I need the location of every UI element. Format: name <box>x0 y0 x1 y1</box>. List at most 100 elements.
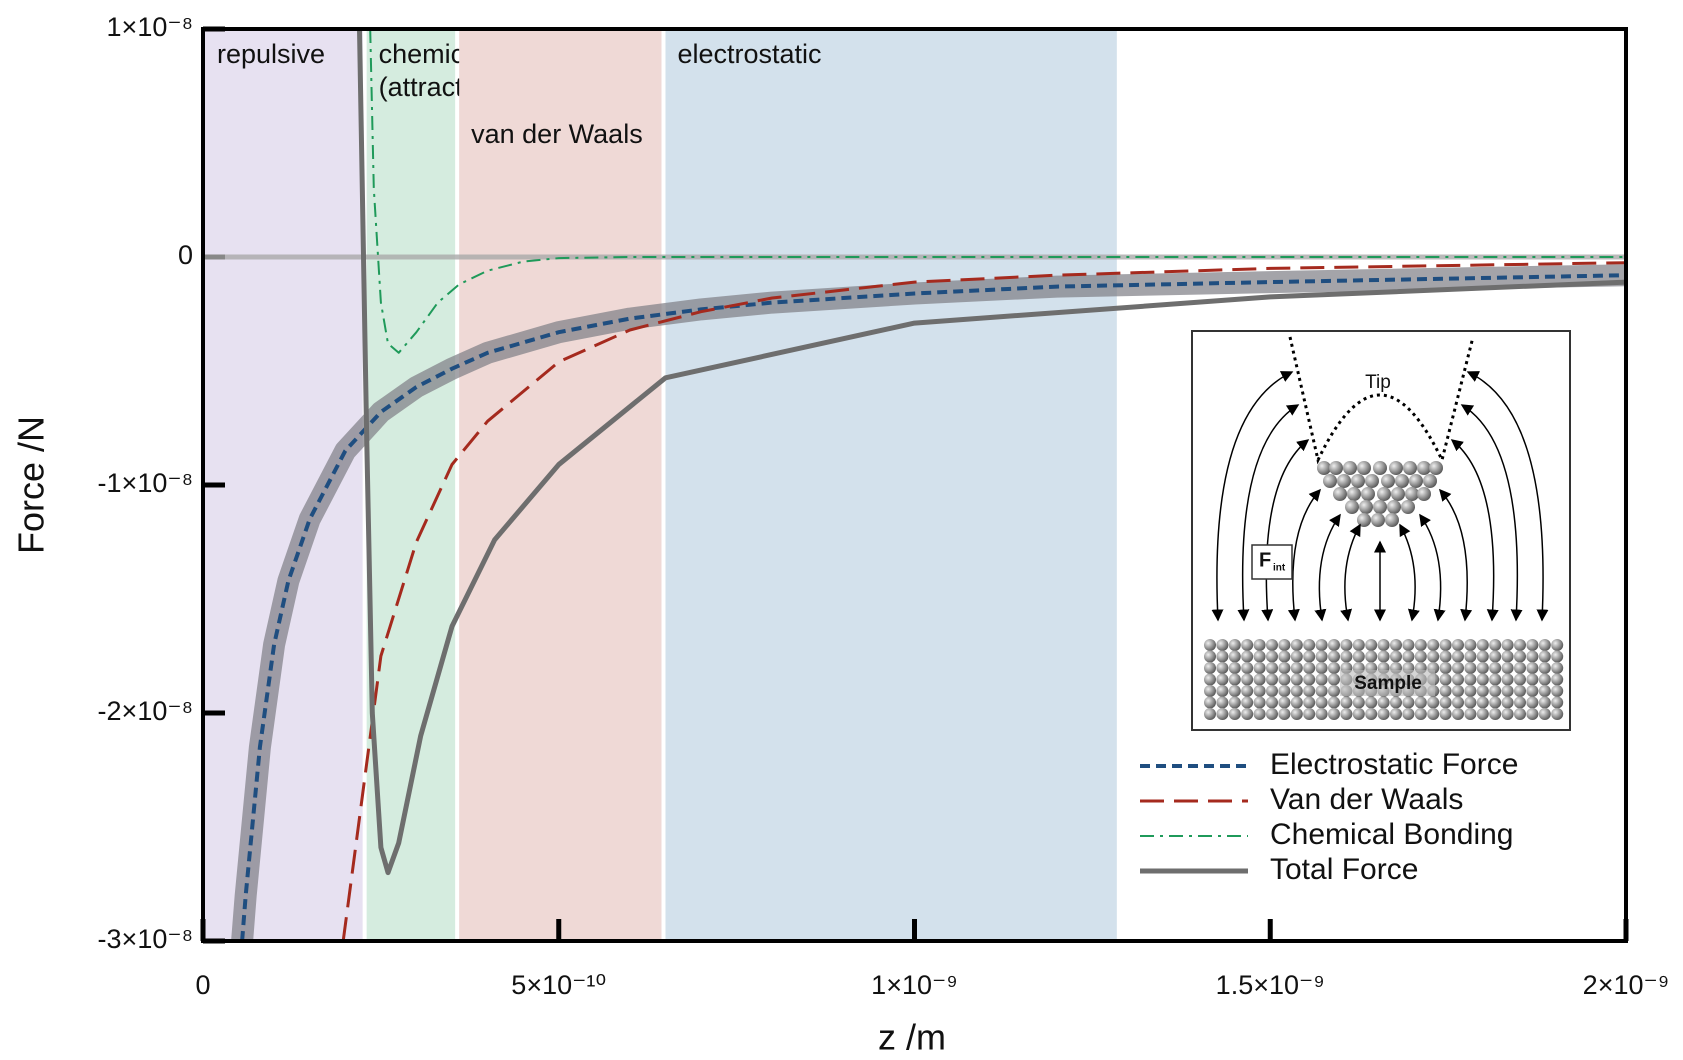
series-line <box>240 273 1626 941</box>
sample-atom <box>1501 639 1514 651</box>
sample-atom <box>1476 673 1489 686</box>
sample-atom <box>1266 673 1278 686</box>
legend-label: Total Force <box>1270 853 1418 886</box>
sample-atom <box>1390 650 1402 663</box>
tip-atom <box>1323 474 1337 488</box>
tip-atom <box>1337 474 1351 488</box>
sample-atom <box>1315 696 1328 709</box>
plot-frame <box>201 27 1628 943</box>
sample-atom <box>1377 708 1390 720</box>
sample-atom <box>1328 696 1340 709</box>
sample-atom <box>1514 708 1526 720</box>
sample-atom <box>1476 662 1489 674</box>
sample-atom <box>1427 650 1440 663</box>
tip-atom <box>1391 487 1405 501</box>
series-line <box>341 261 1626 941</box>
sample-atom <box>1402 639 1415 651</box>
sample-atom <box>1253 685 1266 697</box>
tip-atom <box>1417 487 1431 501</box>
tip-atom <box>1317 461 1331 475</box>
sample-atom <box>1340 696 1353 709</box>
sample-atom <box>1241 708 1254 720</box>
sample-atom <box>1402 696 1415 709</box>
sample-atom <box>1526 662 1539 674</box>
tip-label: Tip <box>1365 372 1391 393</box>
sample-atom <box>1352 708 1365 720</box>
sample-atom <box>1439 639 1452 651</box>
sample-atom <box>1489 696 1502 709</box>
sample-atom <box>1439 708 1452 720</box>
field-arrow <box>1460 404 1523 622</box>
tip-atom <box>1333 487 1347 501</box>
tip-atom <box>1351 474 1365 488</box>
sample-atom <box>1253 639 1266 651</box>
sample-atom <box>1526 673 1539 686</box>
sample-atom <box>1241 662 1254 674</box>
sample-atom <box>1253 662 1266 674</box>
sample-atom <box>1303 662 1316 674</box>
tip-atom <box>1347 487 1361 501</box>
tip-atom <box>1373 461 1387 475</box>
sample-atom <box>1476 639 1489 651</box>
sample-atom <box>1253 696 1266 709</box>
sample-atom <box>1402 708 1415 720</box>
tip-atom <box>1429 461 1443 475</box>
sample-atom <box>1526 708 1539 720</box>
sample-atom <box>1551 650 1564 663</box>
sample-atom <box>1241 639 1254 651</box>
tip-atom <box>1387 500 1401 514</box>
sample-atom <box>1340 650 1353 663</box>
sample-atom <box>1427 708 1440 720</box>
tip-atom <box>1423 474 1437 488</box>
sample-atom <box>1266 650 1278 663</box>
sample-atom <box>1315 685 1328 697</box>
sample-atom <box>1439 685 1452 697</box>
sample-atom <box>1414 639 1427 651</box>
sample-atom <box>1377 650 1390 663</box>
sample-atom <box>1290 696 1303 709</box>
sample-atom <box>1290 639 1303 651</box>
sample-atom <box>1253 650 1266 663</box>
field-arrow <box>1211 371 1294 622</box>
sample-atom <box>1352 639 1365 651</box>
sample-atom <box>1266 708 1278 720</box>
sample-atom <box>1303 673 1316 686</box>
sample-atom <box>1328 662 1340 674</box>
region <box>459 29 662 941</box>
legend-label: Van der Waals <box>1270 783 1463 816</box>
sample-atom <box>1501 685 1514 697</box>
tip-atom <box>1417 461 1431 475</box>
sample-atom <box>1315 673 1328 686</box>
tip-outline <box>1288 336 1475 465</box>
sample-atom <box>1303 650 1316 663</box>
sample-atom <box>1439 650 1452 663</box>
sample-atom <box>1526 650 1539 663</box>
x-axis-label: z /m <box>878 1017 946 1055</box>
tip-atom <box>1357 513 1371 527</box>
field-arrow <box>1314 513 1341 622</box>
sample-atom <box>1278 650 1291 663</box>
sample-atom <box>1489 650 1502 663</box>
sample-atom <box>1278 685 1291 697</box>
y-tick-label: -1×10⁻⁸ <box>98 468 193 498</box>
sample-atom <box>1352 650 1365 663</box>
sample-atom <box>1476 696 1489 709</box>
region-label: van der Waals <box>471 119 643 149</box>
sample-atom <box>1328 650 1340 663</box>
field-arrow <box>1340 523 1361 622</box>
series-line <box>369 29 1626 354</box>
sample-atom <box>1489 708 1502 720</box>
sample-atom <box>1464 673 1477 686</box>
sample-atom <box>1303 685 1316 697</box>
sample-atom <box>1551 696 1564 709</box>
sample-atom <box>1290 708 1303 720</box>
x-tick-label: 1×10⁻⁹ <box>871 970 958 1000</box>
sample-atom <box>1538 673 1551 686</box>
sample-atom <box>1538 650 1551 663</box>
region-label: repulsive <box>217 39 325 69</box>
sample-atom <box>1352 696 1365 709</box>
sample-atom <box>1328 685 1340 697</box>
legend-label: Chemical Bonding <box>1270 818 1513 851</box>
